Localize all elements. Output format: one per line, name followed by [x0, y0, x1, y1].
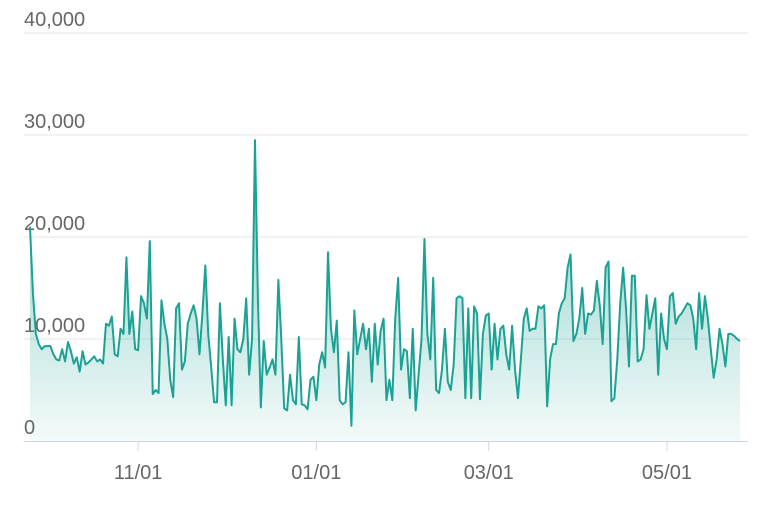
area-fill: [30, 140, 740, 441]
y-tick-label: 30,000: [24, 111, 85, 133]
x-tick-label: 05/01: [642, 462, 692, 484]
y-tick-label: 40,000: [24, 9, 85, 31]
y-tick-label: 20,000: [24, 213, 85, 235]
x-tick-label: 03/01: [464, 462, 514, 484]
y-tick-label: 10,000: [24, 315, 85, 337]
x-tick-label: 01/01: [291, 462, 341, 484]
y-tick-label: 0: [24, 417, 35, 439]
area-line: [29, 139, 741, 427]
x-tick-label: 11/01: [114, 462, 163, 484]
